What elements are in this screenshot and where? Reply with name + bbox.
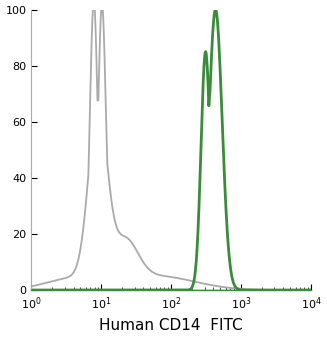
X-axis label: Human CD14  FITC: Human CD14 FITC (99, 318, 243, 334)
